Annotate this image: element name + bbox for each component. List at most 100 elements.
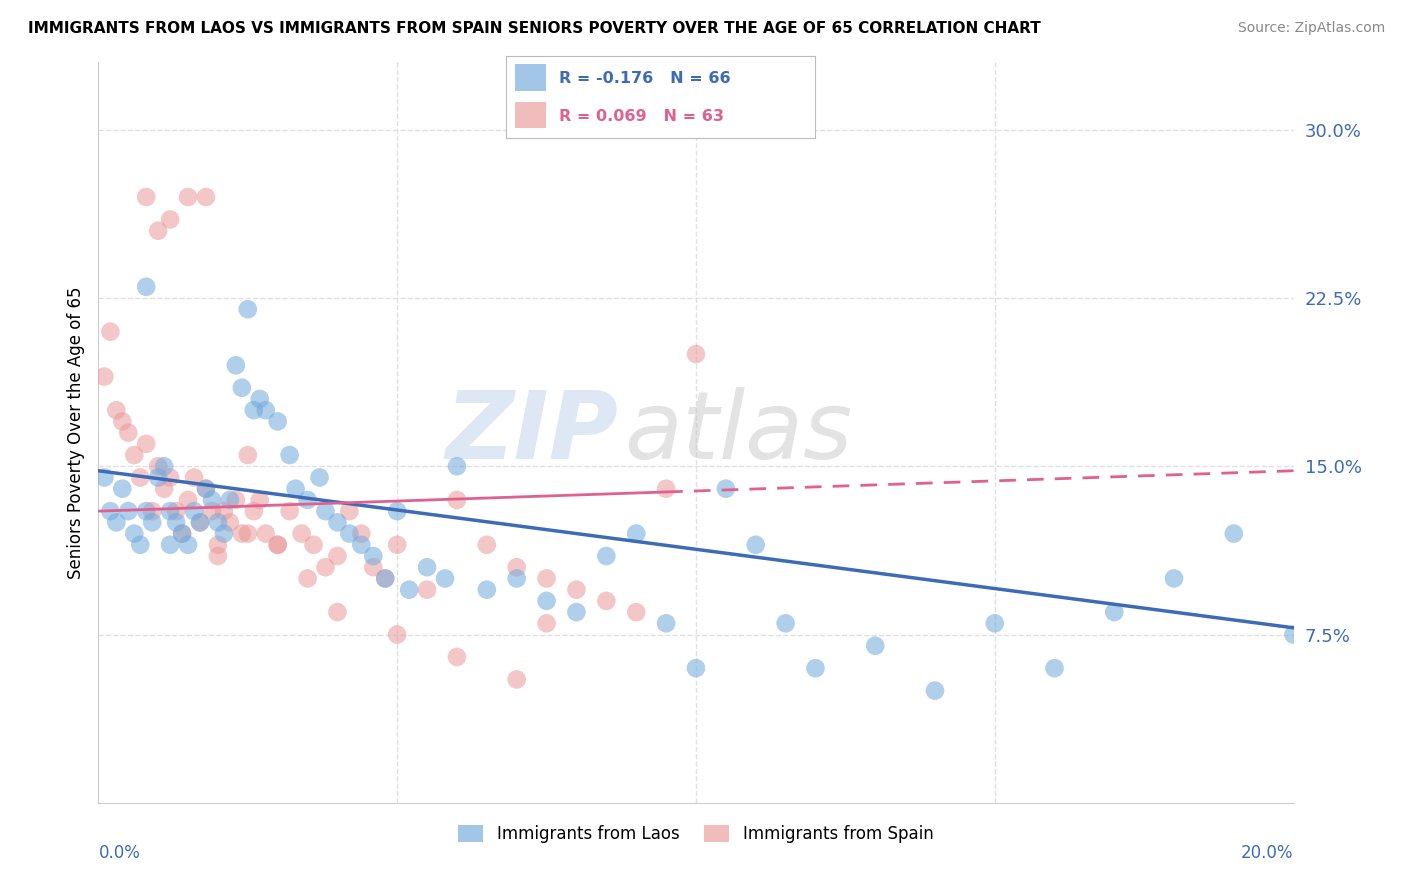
- Point: [350, 526, 373, 541]
- Point: [363, 549, 385, 563]
- Point: [339, 504, 361, 518]
- Point: [219, 516, 242, 530]
- Point: [302, 538, 325, 552]
- Point: [135, 504, 157, 518]
- Point: [124, 448, 146, 462]
- Point: [506, 673, 529, 687]
- Point: [236, 448, 259, 462]
- Point: [129, 538, 152, 552]
- Point: [278, 504, 301, 518]
- Point: [1043, 661, 1066, 675]
- Bar: [516, 64, 547, 91]
- Point: [267, 538, 290, 552]
- Point: [284, 482, 307, 496]
- Point: [172, 526, 194, 541]
- Text: ZIP: ZIP: [446, 386, 619, 479]
- Point: [446, 492, 468, 507]
- Point: [236, 302, 259, 317]
- Point: [117, 504, 139, 518]
- Point: [231, 381, 253, 395]
- Point: [565, 605, 588, 619]
- Point: [475, 582, 498, 597]
- Point: [865, 639, 887, 653]
- Point: [207, 549, 229, 563]
- Point: [315, 504, 337, 518]
- Point: [326, 516, 349, 530]
- Point: [506, 571, 529, 585]
- Point: [626, 605, 648, 619]
- Point: [177, 538, 200, 552]
- Point: [745, 538, 768, 552]
- Point: [655, 616, 678, 631]
- Legend: Immigrants from Laos, Immigrants from Spain: Immigrants from Laos, Immigrants from Sp…: [451, 819, 941, 850]
- Point: [177, 492, 200, 507]
- Bar: [516, 103, 547, 128]
- Point: [984, 616, 1007, 631]
- Text: IMMIGRANTS FROM LAOS VS IMMIGRANTS FROM SPAIN SENIORS POVERTY OVER THE AGE OF 65: IMMIGRANTS FROM LAOS VS IMMIGRANTS FROM …: [28, 21, 1040, 36]
- Point: [159, 470, 181, 484]
- Point: [236, 526, 259, 541]
- Point: [714, 482, 737, 496]
- Point: [685, 661, 707, 675]
- Point: [225, 359, 247, 373]
- Y-axis label: Seniors Poverty Over the Age of 65: Seniors Poverty Over the Age of 65: [66, 286, 84, 579]
- Point: [195, 482, 218, 496]
- Point: [326, 605, 349, 619]
- Point: [124, 526, 146, 541]
- Point: [595, 594, 617, 608]
- Point: [775, 616, 797, 631]
- Point: [254, 403, 277, 417]
- Point: [243, 504, 266, 518]
- Point: [117, 425, 139, 440]
- Point: [219, 492, 242, 507]
- Point: [195, 482, 218, 496]
- Point: [177, 190, 200, 204]
- Point: [385, 504, 409, 518]
- Point: [135, 190, 157, 204]
- Point: [291, 526, 314, 541]
- Point: [924, 683, 946, 698]
- Point: [398, 582, 420, 597]
- Point: [105, 516, 128, 530]
- Point: [201, 504, 224, 518]
- Point: [339, 526, 361, 541]
- Point: [350, 538, 373, 552]
- Point: [434, 571, 457, 585]
- Point: [195, 190, 218, 204]
- Point: [536, 594, 558, 608]
- Point: [93, 470, 115, 484]
- Point: [267, 538, 290, 552]
- Point: [1104, 605, 1126, 619]
- Point: [212, 526, 235, 541]
- Point: [111, 482, 134, 496]
- Point: [565, 582, 588, 597]
- Text: 0.0%: 0.0%: [98, 844, 141, 862]
- Point: [141, 504, 163, 518]
- Point: [374, 571, 396, 585]
- Point: [148, 224, 170, 238]
- Point: [626, 526, 648, 541]
- Point: [655, 482, 678, 496]
- Point: [308, 470, 330, 484]
- Point: [129, 470, 152, 484]
- Point: [111, 414, 134, 428]
- Point: [183, 470, 205, 484]
- Point: [165, 504, 187, 518]
- Point: [685, 347, 707, 361]
- Point: [297, 492, 319, 507]
- Point: [207, 516, 229, 530]
- Text: 20.0%: 20.0%: [1241, 844, 1294, 862]
- Point: [159, 504, 181, 518]
- Point: [267, 414, 290, 428]
- Point: [595, 549, 617, 563]
- Point: [201, 492, 224, 507]
- Point: [93, 369, 115, 384]
- Point: [1282, 627, 1305, 641]
- Point: [326, 549, 349, 563]
- Point: [536, 571, 558, 585]
- Text: Source: ZipAtlas.com: Source: ZipAtlas.com: [1237, 21, 1385, 35]
- Point: [1223, 526, 1246, 541]
- Point: [135, 437, 157, 451]
- Point: [536, 616, 558, 631]
- Point: [225, 492, 247, 507]
